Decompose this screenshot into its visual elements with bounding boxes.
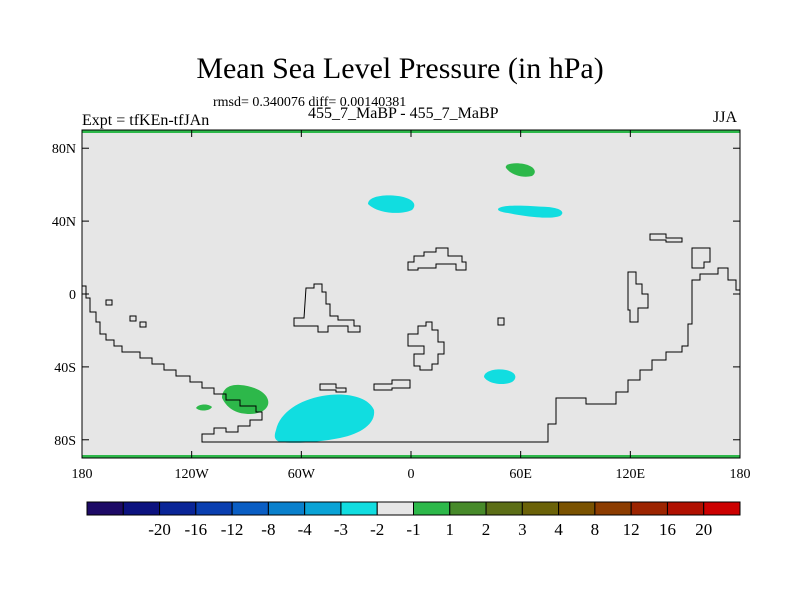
- colorbar-label: -16: [184, 520, 207, 539]
- colorbar-label: -20: [148, 520, 171, 539]
- colorbar-swatch: [195, 501, 233, 516]
- colorbar-label: -1: [406, 520, 420, 539]
- season-label: JJA: [713, 109, 738, 126]
- colorbar-swatch: [376, 501, 415, 516]
- north-atlantic-negative-anomaly: [368, 195, 415, 213]
- colorbar-swatch: [304, 501, 342, 516]
- colorbar-swatch: [630, 501, 668, 516]
- map-background: [82, 130, 740, 458]
- coastlines: [82, 233, 740, 443]
- colorbar-label: 1: [446, 520, 455, 539]
- rmsd-diff-stats: rmsd= 0.340076 diff= 0.00140381: [213, 95, 407, 110]
- colorbar-swatch: [449, 501, 487, 516]
- colorbar-label: 2: [482, 520, 491, 539]
- colorbar-label: 4: [554, 520, 563, 539]
- anomaly-regions: [196, 163, 563, 443]
- x-tick-label: 180: [72, 467, 93, 482]
- colorbar: -20 -16 -12 -8 -4 -3 -2 -1 1 2 3 4 8 12 16 20: [86, 501, 741, 539]
- colorbar-label: -2: [370, 520, 384, 539]
- colorbar-swatch: [485, 501, 523, 516]
- map-axes: 180 120W 60W 0 60E 120E 180 80N 40N 0 40S 80S: [52, 130, 751, 482]
- y-tick-label: 40S: [54, 361, 76, 376]
- island-1: [105, 299, 113, 306]
- y-tick-label: 80S: [54, 434, 76, 449]
- colorbar-label: -12: [221, 520, 244, 539]
- colorbar-label: 20: [695, 520, 712, 539]
- colorbar-swatch: [159, 501, 197, 516]
- y-tick-label: 80N: [52, 142, 76, 157]
- colorbar-label: 8: [591, 520, 600, 539]
- y-tick-label: 0: [69, 288, 76, 303]
- map-title: Mean Sea Level Pressure (in hPa): [196, 52, 604, 85]
- indonesia-coast: [627, 271, 649, 323]
- colorbar-swatch: [267, 501, 306, 516]
- south-pacific-small-positive-anomaly: [196, 404, 212, 411]
- colorbar-label: -4: [298, 520, 313, 539]
- experiment-label: Expt = tfKEn-tfJAn: [82, 112, 210, 129]
- colorbar-label: 12: [623, 520, 640, 539]
- colorbar-swatch: [413, 501, 451, 516]
- arctic-positive-anomaly: [505, 163, 535, 177]
- colorbar-swatch: [231, 501, 269, 516]
- x-tick-label: 120W: [175, 467, 210, 482]
- south-atlantic-negative-anomaly: [274, 394, 375, 443]
- x-tick-label: 120E: [616, 467, 646, 482]
- colorbar-swatch: [340, 501, 378, 516]
- west-africa-coast: [293, 283, 361, 333]
- colorbar-swatch: [666, 501, 705, 516]
- island-3: [139, 321, 147, 328]
- antarctic-shelf-1: [319, 383, 347, 393]
- americas-coastline: [82, 267, 740, 443]
- island-4: [497, 317, 505, 326]
- colorbar-swatch: [86, 501, 124, 516]
- east-africa-coast: [407, 321, 445, 371]
- y-tick-label: 40N: [52, 215, 76, 230]
- x-tick-label: 180: [730, 467, 751, 482]
- x-tick-label: 60W: [288, 467, 316, 482]
- colorbar-label: 3: [518, 520, 527, 539]
- colorbar-label: -3: [334, 520, 348, 539]
- colorbar-swatch: [703, 501, 741, 516]
- north-eurasia-negative-anomaly: [498, 205, 563, 218]
- antarctic-shelf-2: [373, 379, 411, 391]
- island-2: [129, 315, 137, 322]
- north-atlantic-coast: [407, 247, 467, 271]
- colorbar-swatch: [122, 501, 161, 516]
- east-asia-coast: [691, 247, 711, 269]
- x-tick-label: 0: [408, 467, 415, 482]
- colorbar-label: -8: [261, 520, 275, 539]
- colorbar-swatch: [558, 501, 596, 516]
- experiment-subtitle: 455_7_MaBP - 455_7_MaBP: [308, 105, 499, 122]
- colorbar-label: 16: [659, 520, 676, 539]
- south-pacific-positive-anomaly: [222, 384, 269, 414]
- x-tick-label: 60E: [509, 467, 532, 482]
- colorbar-swatch: [521, 501, 560, 516]
- asia-east-coast: [649, 233, 683, 243]
- south-indian-ocean-negative-anomaly: [484, 369, 516, 385]
- colorbar-swatch: [594, 501, 632, 516]
